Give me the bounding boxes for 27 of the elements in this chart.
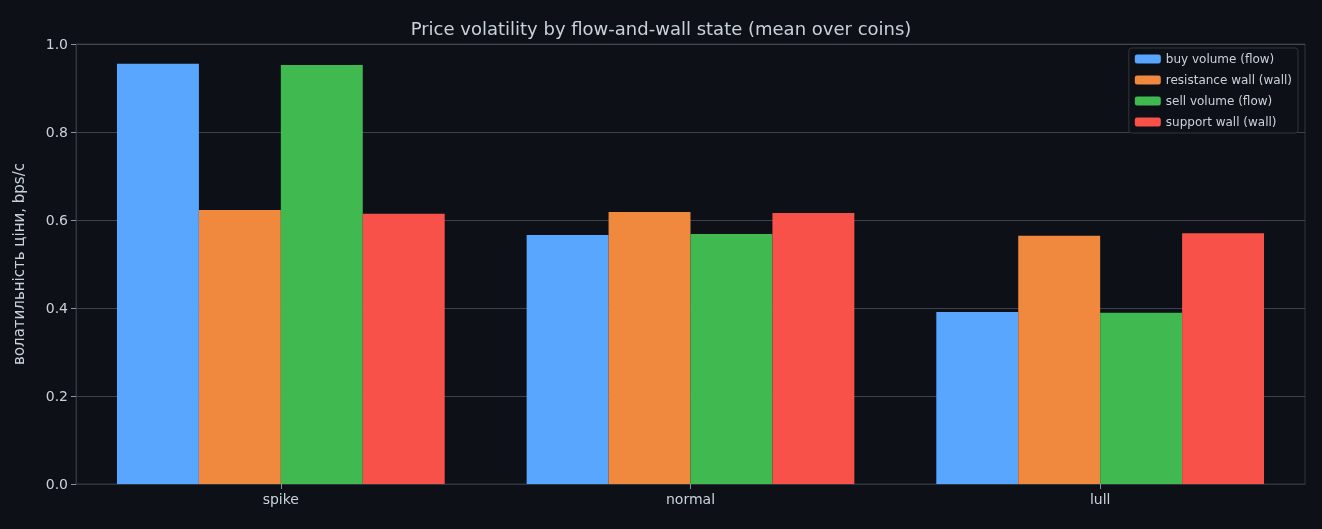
- x-tick-label: lull: [1089, 491, 1111, 507]
- y-axis-title: волатильність ціни, bps/c: [9, 163, 28, 365]
- y-tick-label: 0.0: [45, 476, 68, 492]
- x-tick-label: normal: [665, 491, 716, 507]
- bar: [198, 209, 281, 484]
- y-tick-label: 0.6: [45, 212, 69, 228]
- chart-title: Price volatility by flow-and-wall state (mean over coins): [410, 17, 912, 39]
- bar: [1018, 235, 1101, 484]
- y-tick-label: 0.4: [45, 300, 69, 316]
- legend-label: resistance wall (wall): [1165, 73, 1292, 87]
- bar: [772, 212, 855, 484]
- bar: [1182, 233, 1265, 484]
- bar: [116, 63, 199, 484]
- bar: [608, 212, 691, 484]
- y-tick-label: 0.2: [45, 388, 68, 404]
- legend-label: sell volume (flow): [1165, 94, 1273, 108]
- legend-label: support wall (wall): [1165, 115, 1277, 129]
- legend-label: buy volume (flow): [1165, 52, 1275, 66]
- bar: [280, 65, 363, 484]
- bar: [690, 234, 773, 484]
- bar: [526, 234, 609, 484]
- bar: [936, 311, 1019, 484]
- y-tick-label: 0.8: [45, 124, 68, 140]
- bar: [1100, 312, 1183, 484]
- x-tick-label: spike: [262, 491, 299, 507]
- y-tick-label: 1.0: [45, 36, 68, 52]
- bar: [362, 213, 445, 484]
